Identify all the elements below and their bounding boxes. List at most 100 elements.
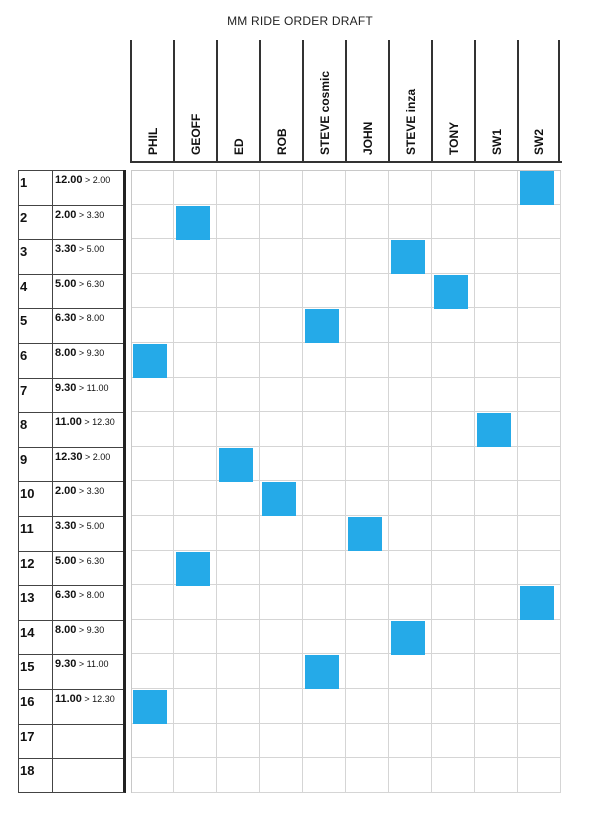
grid-cell (260, 204, 303, 240)
grid-cell (518, 343, 561, 378)
grid-cell (389, 412, 432, 447)
grid-cell (475, 308, 518, 343)
grid-cell (346, 204, 389, 240)
rider-column-header: JOHN (345, 40, 388, 163)
time-slot-row: 4 5.00 > 6.30 (18, 273, 126, 309)
grid-cell (518, 273, 561, 309)
grid-cell (303, 550, 346, 586)
slot-time: 8.00 > 9.30 (52, 344, 104, 378)
grid-cell (217, 758, 260, 793)
grid-cell (432, 377, 475, 413)
ride-slot-marker (520, 586, 554, 621)
grid-cell (389, 550, 432, 586)
slot-number: 18 (20, 763, 35, 779)
grid-cell (174, 446, 217, 482)
slot-end: > 11.00 (76, 382, 109, 393)
slot-end: > 2.00 (82, 451, 111, 462)
slot-end: > 6.30 (76, 555, 105, 566)
grid-cell (303, 377, 346, 413)
slot-number: 1 (20, 175, 28, 190)
slot-time: 12.30 > 2.00 (52, 447, 111, 482)
grid-cell (174, 654, 217, 689)
grid-cell (475, 619, 518, 655)
rider-name: GEOFF (188, 113, 203, 155)
grid-cell (432, 204, 475, 240)
grid-cell (389, 204, 432, 240)
grid-cell (131, 481, 174, 516)
grid-cell (389, 585, 432, 620)
slot-start: 12.00 (55, 174, 83, 186)
grid-cell (389, 377, 432, 413)
grid-cell (475, 481, 518, 516)
rider-name: STEVE cosmic (317, 70, 332, 155)
grid-cell (217, 204, 260, 240)
grid-cell (131, 204, 174, 240)
slot-time: 11.00 > 12.30 (52, 690, 115, 724)
slot-number: 3 (20, 244, 28, 260)
slot-start: 12.30 (55, 450, 83, 463)
rider-name: JOHN (360, 121, 375, 155)
grid-cell (217, 585, 260, 620)
ride-slot-marker (219, 447, 253, 482)
grid-cell (518, 689, 561, 724)
grid-cell (518, 204, 561, 240)
grid-cell (174, 412, 217, 447)
grid-cell (432, 550, 475, 586)
grid-cell (346, 273, 389, 309)
grid-cell (518, 308, 561, 343)
grid-cell (518, 758, 561, 793)
ride-slot-marker (477, 413, 511, 448)
rider-name: SW1 (489, 128, 504, 155)
slot-time: 3.30 > 5.00 (52, 240, 104, 274)
slot-end: > 8.00 (76, 313, 105, 324)
slot-time: 5.00 > 6.30 (52, 274, 105, 309)
grid-cell (346, 170, 389, 205)
grid-cell (346, 723, 389, 759)
slot-number: 11 (20, 521, 34, 536)
grid-cell (260, 343, 303, 378)
slot-end: > 9.30 (76, 624, 105, 635)
ride-slot-marker (262, 482, 296, 517)
slot-end: > 11.00 (76, 659, 109, 670)
grid-cell (174, 308, 217, 343)
grid-cell (475, 654, 518, 689)
time-slot-row: 18 (18, 758, 126, 793)
grid-cell (475, 343, 518, 378)
ride-slot-marker (133, 344, 167, 378)
grid-cell (131, 550, 174, 586)
slot-number: 7 (20, 382, 28, 398)
grid-cell (174, 516, 217, 551)
grid-cell (346, 550, 389, 586)
slot-start: 11.00 (55, 416, 82, 429)
grid-cell (389, 343, 432, 378)
slot-end: > 12.30 (81, 694, 115, 704)
time-slot-row: 11 3.30 > 5.00 (18, 516, 126, 551)
rider-name: ED (231, 138, 246, 155)
slot-end: > 6.30 (76, 278, 105, 289)
grid-cell (346, 585, 389, 620)
grid-cell (389, 758, 432, 793)
slot-time: 5.00 > 6.30 (52, 551, 105, 586)
rider-column-header: GEOFF (173, 40, 216, 163)
grid-cell (217, 550, 260, 586)
grid-cell (217, 308, 260, 343)
time-slot-row: 1 12.00 > 2.00 (18, 170, 126, 205)
grid-cell (260, 585, 303, 620)
slot-start: 11.00 (55, 693, 82, 705)
grid-cell (432, 758, 475, 793)
ride-slot-marker (305, 655, 339, 690)
ride-slot-marker (434, 274, 468, 309)
slot-end: > 3.30 (76, 209, 105, 220)
slot-start: 8.00 (55, 623, 77, 636)
slot-start: 9.30 (55, 381, 77, 394)
grid-cell (217, 412, 260, 447)
grid-cell (217, 273, 260, 309)
grid-cell (389, 723, 432, 759)
slot-end: > 5.00 (76, 244, 105, 255)
time-slot-row: 5 6.30 > 8.00 (18, 308, 126, 343)
grid-cell (389, 689, 432, 724)
slot-number: 2 (20, 209, 28, 225)
rider-column-header: STEVE cosmic (302, 40, 345, 163)
grid-cell (518, 550, 561, 586)
grid-cell (389, 273, 432, 309)
